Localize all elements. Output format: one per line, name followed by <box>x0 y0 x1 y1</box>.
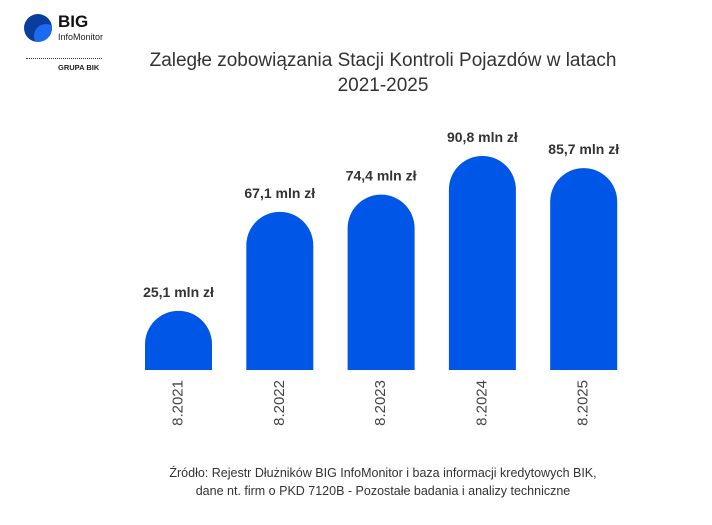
x-tick-label: 8.2025 <box>575 380 592 426</box>
logo-sub: InfoMonitor <box>58 32 104 42</box>
source-line-1: Źródło: Rejestr Dłużników BIG InfoMonito… <box>169 466 597 480</box>
bar-8.2021 <box>145 310 212 370</box>
x-tick-label: 8.2024 <box>473 380 490 426</box>
logo-group: GRUPA BIK <box>58 63 100 72</box>
title-line-1: Zaległe zobowiązania Stacji Kontroli Poj… <box>149 50 617 71</box>
bar-8.2025 <box>550 168 618 370</box>
logo-divider <box>26 58 102 59</box>
data-label: 85,7 mln zł <box>548 141 619 157</box>
x-tick-label: 8.2022 <box>271 380 288 426</box>
data-label: 90,8 mln zł <box>447 129 518 145</box>
title-line-2: 2021-2025 <box>337 75 429 96</box>
data-label: 67,1 mln zł <box>244 185 315 201</box>
bar-8.2023 <box>347 194 415 370</box>
data-label: 25,1 mln zł <box>143 284 214 300</box>
x-tick-label: 8.2021 <box>169 380 186 426</box>
data-label: 74,4 mln zł <box>346 168 417 184</box>
logo-circle-icon <box>24 14 52 42</box>
logo-brand: BIG <box>58 12 89 31</box>
big-infomonitor-logo: BIG InfoMonitor GRUPA BIK <box>24 12 104 74</box>
chart-title: Zaległe zobowiązania Stacji Kontroli Poj… <box>110 48 656 98</box>
bar-8.2022 <box>246 211 314 370</box>
source-note: Źródło: Rejestr Dłużników BIG InfoMonito… <box>100 464 666 500</box>
bar-8.2024 <box>448 155 516 370</box>
source-line-2: dane nt. firm o PKD 7120B - Pozostałe ba… <box>195 484 571 498</box>
x-tick-label: 8.2023 <box>372 380 389 426</box>
